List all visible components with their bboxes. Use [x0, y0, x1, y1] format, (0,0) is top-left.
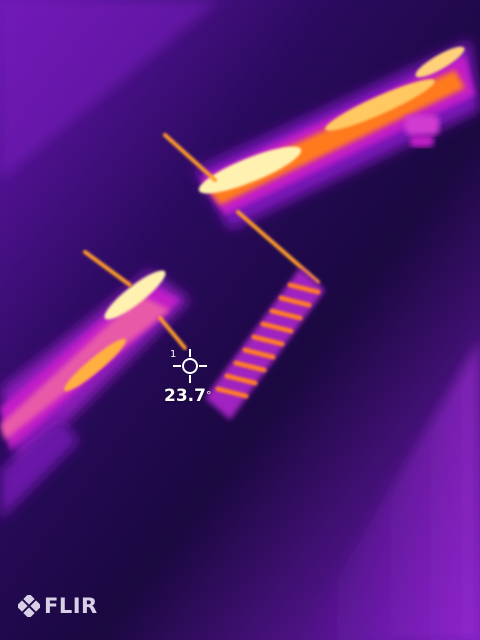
temperature-unit: ° [205, 389, 212, 402]
flir-logo-icon [18, 595, 40, 617]
crosshair-icon [173, 349, 207, 383]
lower-clamp-body [0, 270, 190, 520]
spot-meter-index: 1 [170, 349, 177, 360]
temperature-value: 23.7 [164, 386, 206, 406]
brand-name: FLIR [44, 594, 98, 618]
spring-coil [205, 268, 325, 420]
spot-temperature-readout: 23.7° [164, 386, 211, 406]
upper-clamp-body [195, 40, 480, 230]
flir-logo: FLIR [18, 592, 98, 620]
